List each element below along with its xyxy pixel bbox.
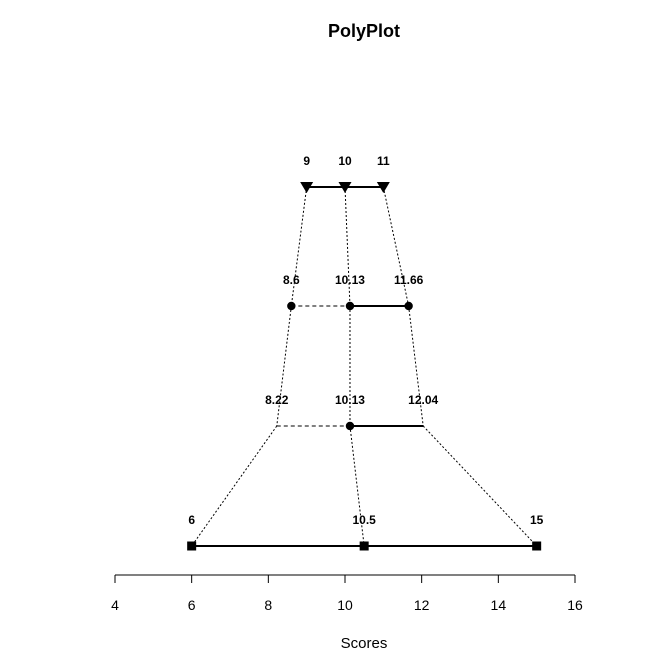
x-tick-label: 4 [111,597,119,613]
square-marker [187,541,197,551]
x-axis-title: Scores [341,635,388,652]
data-label: 10 [338,154,352,168]
x-tick-label: 8 [264,597,272,613]
connector-line [349,425,365,547]
x-tick-label: 16 [567,597,583,613]
data-label: 10.13 [335,393,365,407]
data-label: 15 [530,513,544,527]
connector-line [408,305,424,427]
square-marker [359,541,369,551]
circle-marker [287,301,296,311]
data-markers [187,182,542,551]
circle-marker [345,421,355,431]
data-label: 6 [188,513,195,527]
x-tick-label: 6 [188,597,196,613]
circle-marker [404,301,413,311]
connector-line [422,425,538,547]
data-label: 8.6 [283,273,300,287]
chart-title: PolyPlot [328,21,400,41]
data-label: 10.5 [352,513,376,527]
x-tick-label: 14 [491,597,507,613]
square-marker [532,541,542,551]
triangle-marker [338,182,352,193]
data-label: 12.04 [408,393,438,407]
circle-marker [345,301,355,311]
data-label: 11 [377,154,390,168]
connector-lines [191,186,538,547]
x-axis-ticks: 4 6 8 10 12 14 16 [111,575,583,613]
connector-line [344,186,351,307]
data-label: 8.22 [265,393,289,407]
triangle-marker [376,182,390,193]
triangle-marker [300,182,314,193]
data-label: 9 [303,154,310,168]
data-label: 10.13 [335,273,365,287]
connector-line [191,425,278,547]
connector-line [382,186,410,307]
data-labels: 9 10 11 8.6 10.13 11.66 8.22 10.13 12.04 6 10.5 15 [188,154,543,527]
x-axis: 4 6 8 10 12 14 16 [111,574,583,613]
connector-line [290,186,308,307]
level-segments [191,186,537,547]
connector-line [276,305,292,427]
data-label: 11.66 [394,273,424,287]
x-tick-label: 12 [414,597,430,613]
x-tick-label: 10 [337,597,353,613]
